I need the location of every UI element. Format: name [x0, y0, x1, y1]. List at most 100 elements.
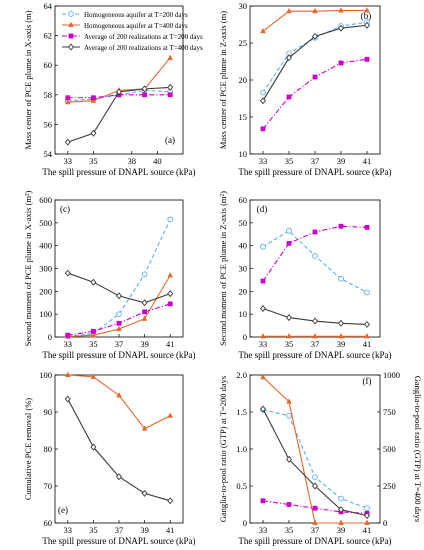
series-line	[67, 374, 171, 430]
data-point	[64, 371, 71, 378]
series	[260, 7, 370, 34]
data-point	[167, 54, 174, 60]
y-tick-label: 0.5	[236, 481, 247, 491]
x-tick-label: 35	[89, 339, 98, 349]
data-point	[65, 332, 71, 338]
data-point	[116, 320, 122, 326]
series-line	[67, 398, 171, 502]
x-tick-label: 37	[311, 156, 320, 166]
y-tick-label: 25	[239, 38, 248, 48]
y-tick-label: 62	[44, 31, 53, 41]
data-point	[286, 94, 292, 100]
data-point	[91, 95, 96, 101]
data-point	[312, 482, 318, 490]
series	[64, 83, 174, 146]
series-line	[262, 21, 368, 93]
data-point	[64, 138, 71, 146]
data-point	[90, 278, 97, 286]
series	[260, 56, 370, 132]
x-tick-label: 39	[140, 525, 149, 535]
legend-marker	[68, 33, 74, 39]
data-point	[116, 473, 122, 481]
data-point	[338, 24, 344, 32]
series-line	[262, 230, 368, 293]
x-tick-label: 33	[259, 525, 268, 535]
y-axis-label: Second moment of PCE plume in X-axis (m²…	[23, 190, 33, 346]
y2-tick-label: 500	[383, 444, 396, 454]
series	[260, 498, 370, 516]
data-point	[312, 7, 318, 14]
data-point	[65, 95, 71, 101]
y-axis-label: Second moment of PCE plume in Z-axis (m²…	[218, 191, 228, 346]
data-point	[142, 92, 147, 98]
series-line	[262, 9, 367, 32]
data-point	[312, 32, 318, 40]
y-tick-label: 30	[239, 1, 248, 11]
data-point	[141, 299, 148, 307]
data-point	[141, 85, 148, 93]
y-axis-label: Mass center of PCE plume in Z-axis (m)	[218, 11, 228, 149]
x-tick-label: 40	[153, 156, 162, 166]
legend-label: Average of 200 realizations at T=200 day…	[84, 33, 203, 41]
data-point	[286, 332, 292, 339]
y-axis-label: Cumulative PCE removal (%)	[23, 398, 33, 500]
chart-panel-5: 33 35 37 39 41 60 70 80 90 100 The spill pressure …	[23, 370, 196, 546]
plot-frame	[249, 5, 381, 155]
data-point	[338, 60, 344, 66]
data-point	[338, 332, 344, 339]
data-point	[312, 229, 318, 235]
y-tick-label: 0	[48, 332, 52, 342]
legend: Homogeneous aquifer at T=200 days Homogen…	[62, 11, 203, 52]
y-tick-label: 0	[243, 332, 247, 342]
y-tick-label: 64	[44, 1, 53, 11]
x-axis-label: The spill pressure of DNAPL source (kPa)	[238, 536, 391, 546]
series-line	[262, 408, 368, 517]
series	[260, 227, 370, 296]
panel-label: (a)	[165, 135, 175, 145]
series	[260, 406, 370, 512]
data-point	[364, 519, 370, 526]
data-point	[286, 412, 292, 419]
legend-marker	[68, 11, 74, 17]
series	[65, 301, 173, 338]
data-point	[338, 223, 344, 229]
series	[260, 405, 370, 520]
x-tick-label: 35	[285, 156, 294, 166]
data-point	[286, 54, 292, 62]
data-point	[286, 455, 292, 463]
data-point	[260, 373, 266, 380]
data-point	[90, 373, 97, 379]
x-tick-label: 33	[259, 339, 268, 349]
data-point	[364, 289, 370, 296]
data-point	[116, 292, 122, 300]
data-point	[167, 272, 174, 278]
series-line	[262, 409, 368, 509]
plot-frame	[54, 5, 184, 155]
data-point	[338, 275, 344, 282]
data-point	[141, 425, 148, 431]
data-point	[167, 412, 174, 418]
y-tick-label: 56	[44, 119, 53, 129]
data-point	[364, 512, 370, 520]
x-axis-label: The spill pressure of DNAPL source (kPa)	[238, 350, 391, 360]
y-tick-label: 60	[239, 195, 248, 205]
data-point	[142, 309, 147, 315]
data-point	[260, 278, 266, 284]
panel-label: (c)	[60, 204, 70, 214]
y2-tick-label: 750	[383, 407, 396, 417]
x-tick-label: 35	[285, 339, 294, 349]
legend-marker	[68, 21, 74, 28]
x-tick-label: 39	[337, 156, 346, 166]
y-tick-label: 60	[44, 60, 53, 70]
data-point	[286, 240, 292, 246]
x-tick-label: 39	[337, 525, 346, 535]
panel-label: (e)	[58, 505, 68, 515]
chart-panel-1: 33 35 38 40 54 56 58 60 62 64 The spill pressure o…	[23, 1, 196, 177]
x-tick-label: 41	[363, 339, 372, 349]
x-axis-label: The spill pressure of DNAPL source (kPa)	[42, 350, 195, 360]
data-point	[260, 126, 266, 132]
x-tick-label: 37	[115, 525, 124, 535]
data-point	[312, 74, 318, 80]
data-point	[141, 271, 148, 278]
y-tick-label: 100	[39, 370, 52, 380]
